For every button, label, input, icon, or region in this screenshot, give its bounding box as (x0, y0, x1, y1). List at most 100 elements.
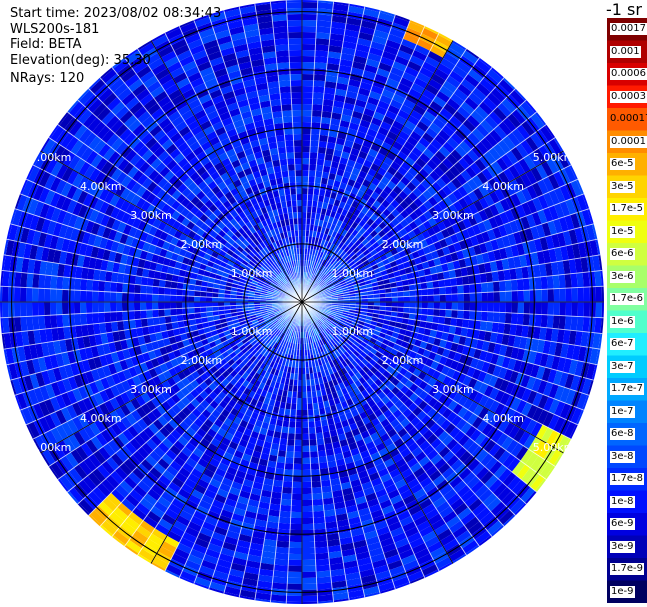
range-gate-cell (437, 210, 448, 221)
range-gate-cell (437, 199, 448, 211)
range-gate-cell (364, 173, 374, 183)
range-gate-cell (458, 395, 469, 407)
range-gate-cell (326, 263, 333, 270)
range-gate-cell (315, 552, 329, 560)
range-gate-cell (505, 302, 512, 313)
range-gate-cell (434, 442, 447, 454)
range-gate-cell (332, 320, 339, 325)
range-gate-cell (526, 199, 538, 214)
range-gate-cell (356, 37, 372, 47)
range-gate-cell (362, 338, 370, 345)
range-gate-cell (326, 280, 333, 286)
range-gate-cell (302, 439, 310, 446)
range-gate-cell (417, 347, 426, 356)
range-gate-cell (542, 340, 551, 355)
range-gate-cell (478, 184, 490, 197)
range-gate-cell (465, 425, 477, 438)
range-gate-cell (330, 275, 336, 281)
range-gate-cell (493, 416, 505, 430)
range-gate-cell (273, 564, 289, 572)
range-gate-cell (14, 302, 21, 318)
range-gate-cell (340, 338, 347, 345)
range-gate-cell (406, 324, 414, 332)
range-gate-cell (451, 370, 461, 381)
range-gate-cell (547, 174, 560, 190)
range-gate-cell (332, 3, 349, 12)
range-gate-cell (494, 389, 505, 403)
range-gate-cell (510, 397, 522, 411)
range-gate-cell (67, 289, 75, 302)
range-gate-cell (556, 152, 570, 169)
range-gate-cell (289, 415, 296, 422)
range-gate-cell (309, 451, 319, 458)
range-gate-cell (331, 330, 338, 336)
range-gate-cell (406, 181, 417, 192)
range-gate-cell (468, 190, 479, 203)
range-gate-cell (316, 20, 332, 28)
range-gate-cell (383, 45, 399, 56)
range-gate-cell (329, 243, 335, 250)
range-gate-cell (370, 221, 379, 230)
range-gate-cell (134, 318, 142, 329)
range-gate-cell (433, 337, 442, 347)
range-gate-cell (292, 475, 302, 483)
range-gate-cell (591, 223, 598, 240)
range-gate-cell (452, 381, 463, 392)
range-gate-cell (44, 302, 51, 316)
range-gate-cell (595, 286, 603, 302)
range-gate-cell (410, 177, 421, 188)
range-gate-cell (533, 440, 547, 456)
range-gate-cell (437, 129, 451, 142)
range-gate-cell (104, 302, 111, 313)
range-gate-cell (587, 379, 594, 396)
range-gate-cell (327, 229, 334, 237)
range-gate-cell (403, 296, 411, 302)
range-gate-cell (348, 272, 356, 278)
range-gate-cell (419, 94, 433, 106)
range-gate-cell (140, 310, 147, 319)
range-gate-cell (531, 406, 544, 422)
range-gate-cell (417, 248, 426, 257)
range-gate-cell (463, 194, 474, 206)
range-gate-cell (548, 341, 557, 356)
range-gate-cell (127, 302, 135, 312)
range-gate-cell (302, 217, 307, 225)
range-gate-cell (559, 403, 571, 420)
range-gate-cell (319, 318, 325, 324)
range-gate-cell (462, 409, 474, 422)
range-gate-cell (73, 302, 81, 314)
range-gate-cell (583, 240, 593, 257)
range-gate-cell (460, 101, 475, 115)
range-gate-cell (408, 284, 416, 291)
range-gate-cell (463, 206, 474, 218)
range-gate-cell (321, 171, 330, 179)
range-gate-cell (497, 270, 505, 282)
range-gate-cell (387, 104, 401, 115)
range-gate-cell (170, 302, 177, 309)
range-gate-cell (302, 104, 313, 111)
range-gate-cell (340, 328, 348, 334)
range-gate-cell (421, 288, 428, 296)
range-gate-cell (429, 422, 441, 434)
range-gate-cell (351, 277, 358, 283)
range-gate-cell (302, 445, 310, 453)
range-gate-cell (473, 212, 483, 224)
range-gate-cell (327, 57, 341, 65)
range-gate-cell (591, 364, 598, 381)
range-gate-cell (343, 323, 351, 329)
range-gate-cell (319, 251, 324, 259)
range-gate-cell (473, 348, 482, 360)
range-gate-cell (364, 334, 372, 341)
range-gate-cell (20, 302, 27, 317)
range-gate-cell (326, 63, 340, 71)
range-gate-cell (116, 292, 123, 302)
range-gate-cell (554, 385, 565, 401)
range-gate-cell (323, 240, 329, 248)
range-gate-cell (314, 285, 320, 290)
range-gate-cell (205, 297, 213, 302)
range-gate-cell (324, 81, 337, 89)
range-gate-cell (426, 159, 438, 171)
range-gate-cell (534, 276, 542, 290)
range-gate-cell (363, 8, 380, 18)
range-gate-cell (302, 487, 312, 494)
